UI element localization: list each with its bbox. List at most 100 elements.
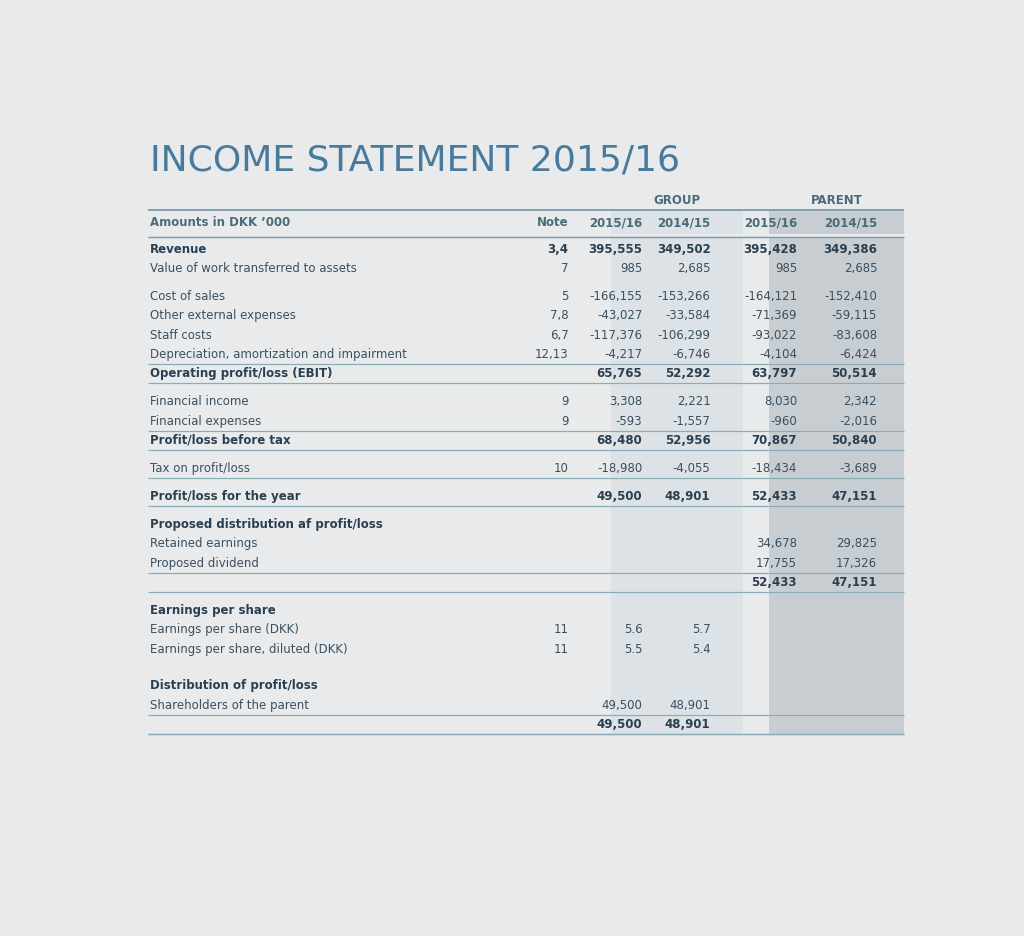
Text: 12,13: 12,13 (535, 348, 568, 361)
Text: Note: Note (537, 216, 568, 229)
Text: 5: 5 (561, 290, 568, 303)
Text: 349,386: 349,386 (823, 242, 878, 256)
Text: Amounts in DKK ’000: Amounts in DKK ’000 (151, 216, 291, 229)
Text: 5.7: 5.7 (692, 623, 711, 636)
Text: -106,299: -106,299 (657, 329, 711, 342)
Text: 985: 985 (775, 262, 797, 275)
Text: Earnings per share: Earnings per share (151, 604, 276, 617)
Text: -6,424: -6,424 (839, 348, 878, 361)
Text: 10: 10 (554, 461, 568, 475)
Text: 52,956: 52,956 (665, 434, 711, 446)
Text: Value of work transferred to assets: Value of work transferred to assets (151, 262, 357, 275)
Text: 2014/15: 2014/15 (824, 216, 878, 229)
Text: Retained earnings: Retained earnings (151, 537, 258, 550)
Text: Revenue: Revenue (151, 242, 208, 256)
Text: 49,500: 49,500 (601, 698, 642, 711)
Text: 29,825: 29,825 (837, 537, 878, 550)
Text: -43,027: -43,027 (597, 309, 642, 322)
Text: 2,342: 2,342 (844, 395, 878, 408)
Text: 50,514: 50,514 (831, 367, 878, 380)
Text: Operating profit/loss (EBIT): Operating profit/loss (EBIT) (151, 367, 333, 380)
Bar (610, 211, 743, 235)
Text: 9: 9 (561, 415, 568, 428)
Text: 50,840: 50,840 (831, 434, 878, 446)
Text: Profit/loss before tax: Profit/loss before tax (151, 434, 291, 446)
Text: -960: -960 (770, 415, 797, 428)
Text: -4,217: -4,217 (604, 348, 642, 361)
Text: 65,765: 65,765 (597, 367, 642, 380)
Text: -93,022: -93,022 (752, 329, 797, 342)
Text: -593: -593 (615, 415, 642, 428)
Text: 11: 11 (553, 642, 568, 655)
Text: 7: 7 (561, 262, 568, 275)
Text: 52,433: 52,433 (752, 490, 797, 503)
Text: 349,502: 349,502 (656, 242, 711, 256)
Bar (769, 237, 904, 734)
Text: 6,7: 6,7 (550, 329, 568, 342)
Text: Other external expenses: Other external expenses (151, 309, 296, 322)
Text: Financial income: Financial income (151, 395, 249, 408)
Text: 70,867: 70,867 (752, 434, 797, 446)
Text: 395,428: 395,428 (743, 242, 797, 256)
Text: 2014/15: 2014/15 (657, 216, 711, 229)
Text: 2015/16: 2015/16 (589, 216, 642, 229)
Text: -59,115: -59,115 (831, 309, 878, 322)
Text: Cost of sales: Cost of sales (151, 290, 225, 303)
Text: -18,434: -18,434 (752, 461, 797, 475)
Text: Proposed distribution af profit/loss: Proposed distribution af profit/loss (151, 518, 383, 531)
Text: Staff costs: Staff costs (151, 329, 212, 342)
Text: -2,016: -2,016 (839, 415, 878, 428)
Text: INCOME STATEMENT 2015/16: INCOME STATEMENT 2015/16 (151, 143, 680, 177)
Text: 52,292: 52,292 (665, 367, 711, 380)
Text: -166,155: -166,155 (590, 290, 642, 303)
Text: 34,678: 34,678 (756, 537, 797, 550)
Text: 5.5: 5.5 (624, 642, 642, 655)
Text: 2,685: 2,685 (677, 262, 711, 275)
Text: Profit/loss for the year: Profit/loss for the year (151, 490, 301, 503)
Text: 3,4: 3,4 (548, 242, 568, 256)
Text: -83,608: -83,608 (833, 329, 878, 342)
Text: -117,376: -117,376 (589, 329, 642, 342)
Text: 47,151: 47,151 (831, 576, 878, 589)
Bar (769, 211, 904, 235)
Text: 47,151: 47,151 (831, 490, 878, 503)
Text: 5.6: 5.6 (624, 623, 642, 636)
Text: 48,901: 48,901 (665, 718, 711, 731)
Text: -6,746: -6,746 (673, 348, 711, 361)
Text: Earnings per share, diluted (DKK): Earnings per share, diluted (DKK) (151, 642, 348, 655)
Text: 985: 985 (620, 262, 642, 275)
Text: 63,797: 63,797 (752, 367, 797, 380)
Text: -1,557: -1,557 (673, 415, 711, 428)
Text: -153,266: -153,266 (657, 290, 711, 303)
Text: 48,901: 48,901 (670, 698, 711, 711)
Text: -152,410: -152,410 (824, 290, 878, 303)
Text: -71,369: -71,369 (752, 309, 797, 322)
Text: 48,901: 48,901 (665, 490, 711, 503)
Text: 49,500: 49,500 (597, 718, 642, 731)
Text: Distribution of profit/loss: Distribution of profit/loss (151, 680, 318, 693)
Text: -4,104: -4,104 (759, 348, 797, 361)
Text: -4,055: -4,055 (673, 461, 711, 475)
Text: 8,030: 8,030 (764, 395, 797, 408)
Bar (610, 237, 743, 734)
Text: -18,980: -18,980 (597, 461, 642, 475)
Text: 17,326: 17,326 (836, 557, 878, 570)
Text: Shareholders of the parent: Shareholders of the parent (151, 698, 309, 711)
Text: 2,221: 2,221 (677, 395, 711, 408)
Text: 2,685: 2,685 (844, 262, 878, 275)
Text: 2015/16: 2015/16 (743, 216, 797, 229)
Text: 11: 11 (553, 623, 568, 636)
Text: Depreciation, amortization and impairment: Depreciation, amortization and impairmen… (151, 348, 408, 361)
Text: 395,555: 395,555 (588, 242, 642, 256)
Text: Proposed dividend: Proposed dividend (151, 557, 259, 570)
Text: -33,584: -33,584 (666, 309, 711, 322)
Text: -164,121: -164,121 (743, 290, 797, 303)
Text: 3,308: 3,308 (609, 395, 642, 408)
Text: Financial expenses: Financial expenses (151, 415, 261, 428)
Text: Earnings per share (DKK): Earnings per share (DKK) (151, 623, 299, 636)
Text: 17,755: 17,755 (756, 557, 797, 570)
Text: 9: 9 (561, 395, 568, 408)
Text: GROUP: GROUP (653, 194, 700, 207)
Text: 7,8: 7,8 (550, 309, 568, 322)
Text: 52,433: 52,433 (752, 576, 797, 589)
